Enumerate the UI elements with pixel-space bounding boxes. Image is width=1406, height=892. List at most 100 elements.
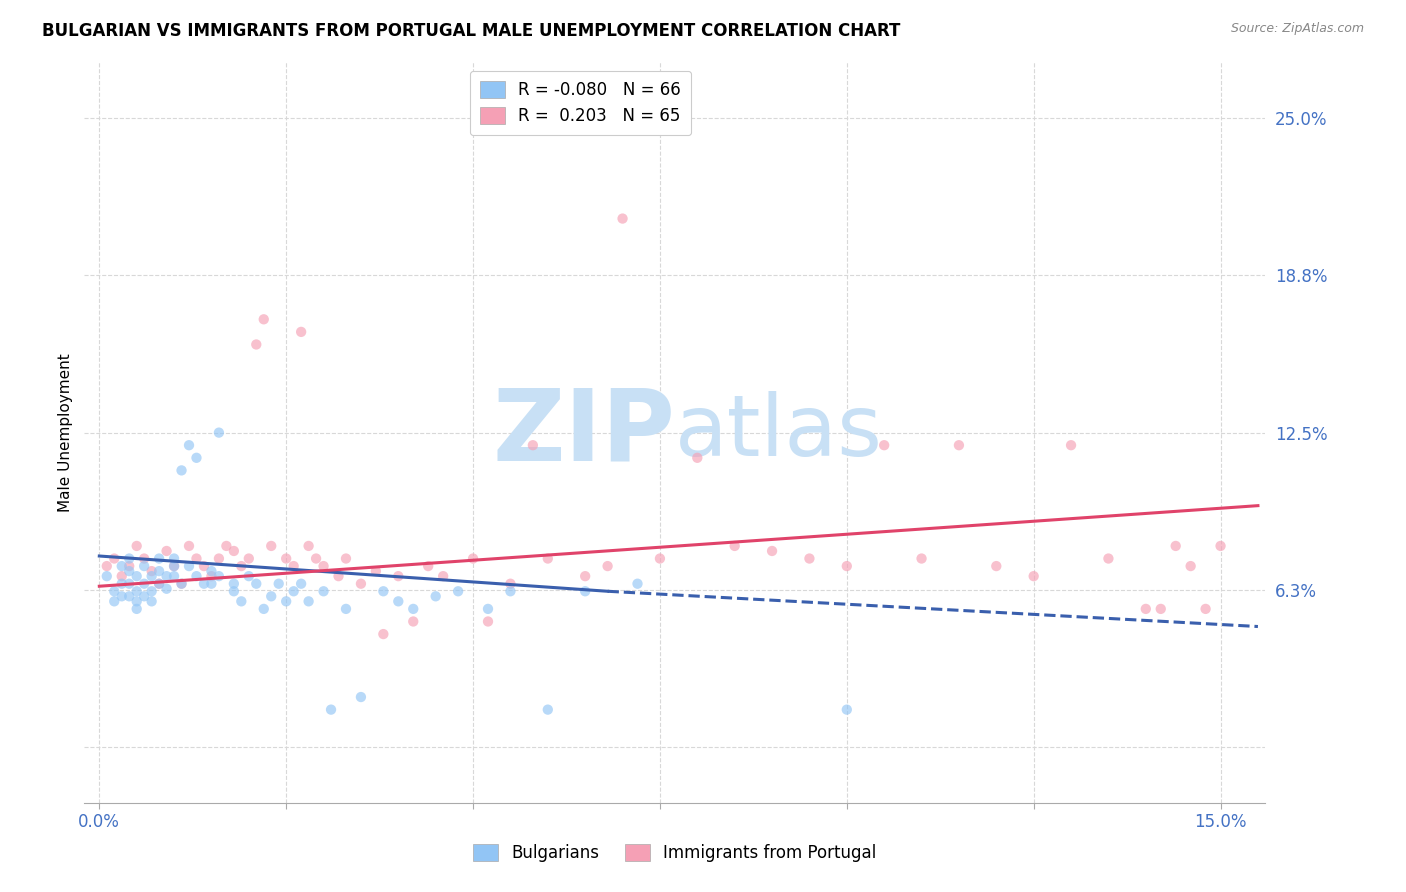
Point [260, 590, 283, 604]
Point [297, 539, 319, 553]
Point [170, 463, 193, 477]
Point [835, 559, 858, 574]
Point [461, 551, 484, 566]
Point [402, 602, 425, 616]
Point [177, 438, 200, 452]
Point [118, 551, 141, 566]
Point [125, 569, 148, 583]
Point [447, 584, 470, 599]
Point [686, 450, 709, 465]
Point [328, 569, 350, 583]
Point [103, 551, 125, 566]
Point [208, 569, 231, 583]
Point [125, 584, 148, 599]
Point [499, 576, 522, 591]
Point [761, 544, 783, 558]
Point [245, 337, 267, 351]
Point [799, 551, 821, 566]
Point [350, 690, 373, 704]
Point [208, 551, 231, 566]
Point [387, 569, 409, 583]
Point [425, 590, 447, 604]
Point [125, 594, 148, 608]
Point [537, 703, 560, 717]
Point [134, 559, 156, 574]
Point [574, 584, 596, 599]
Point [177, 539, 200, 553]
Point [283, 584, 305, 599]
Point [134, 576, 156, 591]
Point [200, 564, 222, 578]
Text: Source: ZipAtlas.com: Source: ZipAtlas.com [1230, 22, 1364, 36]
Point [910, 551, 932, 566]
Text: atlas: atlas [675, 391, 883, 475]
Point [1209, 539, 1232, 553]
Point [387, 594, 409, 608]
Point [96, 569, 118, 583]
Point [222, 544, 245, 558]
Point [111, 559, 134, 574]
Point [222, 576, 245, 591]
Point [373, 627, 395, 641]
Point [141, 584, 163, 599]
Point [186, 450, 208, 465]
Point [148, 551, 170, 566]
Point [574, 569, 596, 583]
Y-axis label: Male Unemployment: Male Unemployment [58, 353, 73, 512]
Point [432, 569, 454, 583]
Point [648, 551, 671, 566]
Text: ZIP: ZIP [492, 384, 675, 481]
Point [1180, 559, 1202, 574]
Point [238, 569, 260, 583]
Point [200, 576, 222, 591]
Point [1150, 602, 1173, 616]
Point [253, 312, 276, 326]
Point [335, 551, 357, 566]
Point [148, 564, 170, 578]
Point [350, 576, 373, 591]
Point [125, 539, 148, 553]
Point [335, 602, 357, 616]
Point [200, 569, 222, 583]
Point [155, 569, 177, 583]
Point [96, 559, 118, 574]
Point [260, 539, 283, 553]
Point [111, 569, 134, 583]
Point [118, 576, 141, 591]
Point [103, 594, 125, 608]
Point [596, 559, 619, 574]
Point [276, 551, 298, 566]
Point [193, 559, 215, 574]
Point [238, 551, 260, 566]
Point [477, 602, 499, 616]
Point [1097, 551, 1119, 566]
Point [118, 559, 141, 574]
Point [477, 615, 499, 629]
Point [986, 559, 1008, 574]
Point [170, 576, 193, 591]
Point [111, 576, 134, 591]
Point [193, 576, 215, 591]
Point [163, 559, 186, 574]
Point [163, 569, 186, 583]
Point [186, 569, 208, 583]
Legend: Bulgarians, Immigrants from Portugal: Bulgarians, Immigrants from Portugal [467, 837, 883, 869]
Point [177, 559, 200, 574]
Point [626, 576, 648, 591]
Point [418, 559, 440, 574]
Point [290, 576, 312, 591]
Point [1060, 438, 1083, 452]
Point [1022, 569, 1045, 583]
Point [134, 551, 156, 566]
Point [312, 559, 335, 574]
Point [283, 559, 305, 574]
Point [141, 594, 163, 608]
Point [948, 438, 970, 452]
Point [222, 584, 245, 599]
Point [125, 602, 148, 616]
Point [537, 551, 560, 566]
Point [1135, 602, 1157, 616]
Point [522, 438, 544, 452]
Point [103, 584, 125, 599]
Point [319, 703, 342, 717]
